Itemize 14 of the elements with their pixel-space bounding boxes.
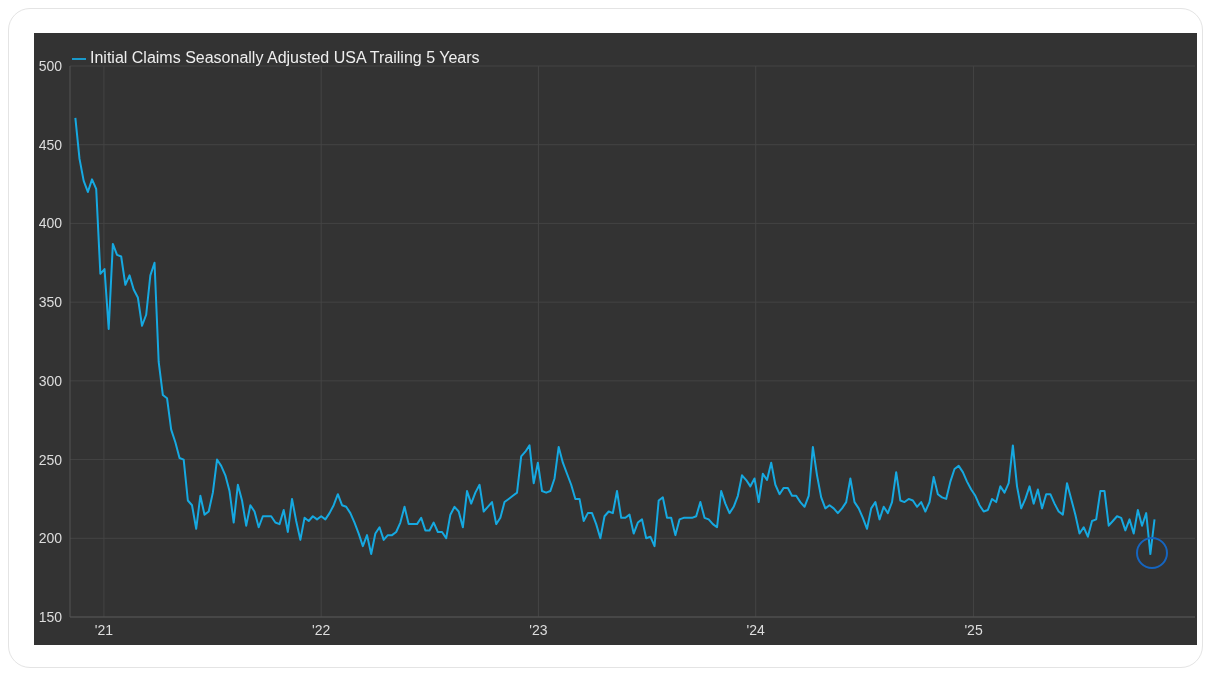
x-tick-label: '24 — [746, 621, 766, 638]
y-tick-label: 350 — [38, 294, 63, 311]
y-tick-label: 300 — [38, 372, 63, 389]
y-tick-label: 150 — [38, 608, 63, 625]
x-tick-label: '22 — [312, 621, 331, 638]
y-tick-label: 400 — [38, 215, 63, 232]
x-tick-label: '23 — [529, 621, 548, 638]
x-tick-label: '21 — [94, 621, 114, 638]
y-tick-label: 250 — [38, 451, 63, 468]
x-tick-label: '25 — [964, 621, 983, 638]
text: Initial Claims Seasonally Adjusted USA Trailing 5 Years — [90, 49, 480, 66]
y-tick-label: 500 — [38, 57, 63, 74]
y-tick-label: 450 — [38, 136, 63, 153]
y-tick-label: 200 — [38, 530, 63, 547]
